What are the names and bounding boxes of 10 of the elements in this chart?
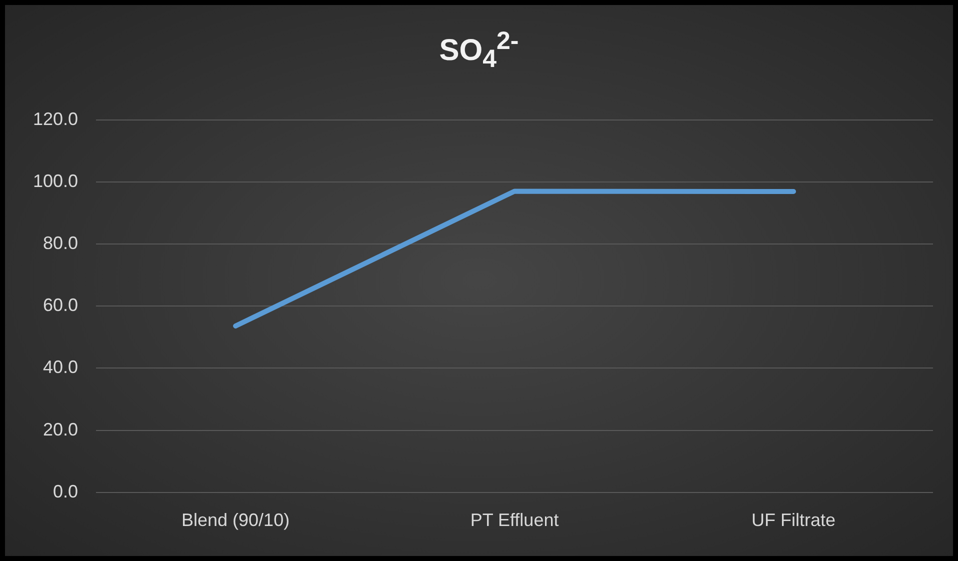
y-tick-label: 80.0 — [42, 232, 78, 253]
x-tick-label: UF Filtrate — [752, 510, 836, 530]
y-tick-label: 60.0 — [42, 295, 78, 316]
y-tick-label: 120.0 — [32, 108, 78, 129]
x-tick-label: PT Effluent — [470, 510, 559, 530]
y-tick-label: 40.0 — [42, 357, 78, 378]
y-tick-label: 0.0 — [53, 481, 78, 502]
y-tick-label: 100.0 — [32, 170, 78, 191]
y-tick-label: 20.0 — [42, 419, 78, 440]
x-tick-label: Blend (90/10) — [182, 510, 290, 530]
